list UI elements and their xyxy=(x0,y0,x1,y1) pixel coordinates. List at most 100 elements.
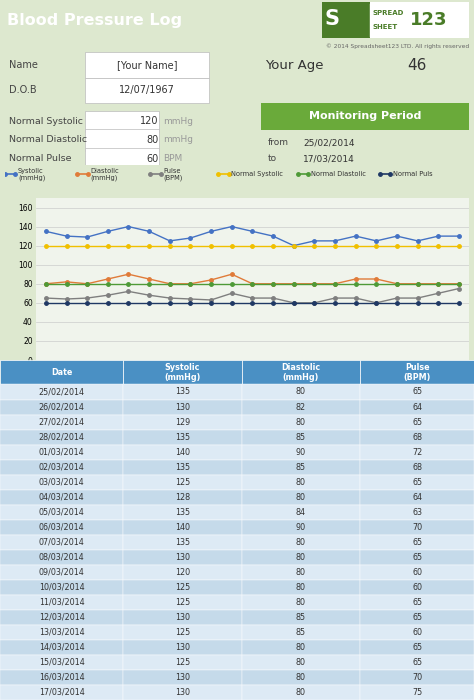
Text: 04/03/2014: 04/03/2014 xyxy=(39,493,84,502)
Bar xyxy=(123,460,242,475)
Text: 12/07/1967: 12/07/1967 xyxy=(119,85,175,95)
Text: to: to xyxy=(268,154,277,163)
Bar xyxy=(123,430,242,444)
Text: 25/02/2014: 25/02/2014 xyxy=(303,138,355,147)
Text: 135: 135 xyxy=(175,433,190,442)
Text: 80: 80 xyxy=(296,688,306,697)
Bar xyxy=(123,535,242,550)
Text: 65: 65 xyxy=(412,417,422,426)
Text: Systolic
(mmHg): Systolic (mmHg) xyxy=(164,363,201,382)
Text: 80: 80 xyxy=(296,538,306,547)
Bar xyxy=(360,414,474,430)
Text: 140: 140 xyxy=(175,447,190,456)
Bar xyxy=(242,430,360,444)
Bar xyxy=(360,685,474,700)
Bar xyxy=(123,580,242,595)
Text: 80: 80 xyxy=(296,643,306,652)
Bar xyxy=(360,565,474,580)
Text: 60: 60 xyxy=(412,628,422,637)
Text: 65: 65 xyxy=(412,643,422,652)
Bar xyxy=(123,550,242,565)
Text: Monitoring Period: Monitoring Period xyxy=(309,111,421,121)
Bar xyxy=(0,360,123,384)
Bar xyxy=(360,640,474,655)
Bar xyxy=(242,685,360,700)
Text: 64: 64 xyxy=(412,402,422,412)
Text: BPM: BPM xyxy=(164,154,183,163)
Text: 140: 140 xyxy=(175,523,190,532)
Text: 82: 82 xyxy=(296,402,306,412)
Bar xyxy=(0,400,123,414)
Bar xyxy=(242,460,360,475)
Bar xyxy=(242,400,360,414)
Text: Normal Systolic: Normal Systolic xyxy=(9,117,82,126)
Text: 07/03/2014: 07/03/2014 xyxy=(39,538,84,547)
Text: mmHg: mmHg xyxy=(164,117,193,126)
Text: Normal Diastolic: Normal Diastolic xyxy=(311,172,366,177)
Text: 80: 80 xyxy=(296,477,306,486)
Text: 65: 65 xyxy=(412,613,422,622)
Text: 85: 85 xyxy=(296,433,306,442)
Text: 80: 80 xyxy=(296,553,306,562)
Text: 01/03/2014: 01/03/2014 xyxy=(39,447,84,456)
Text: 80: 80 xyxy=(296,493,306,502)
Text: 12/03/2014: 12/03/2014 xyxy=(39,613,84,622)
Text: 80: 80 xyxy=(296,583,306,592)
Bar xyxy=(0,535,123,550)
Bar xyxy=(360,505,474,519)
Text: from: from xyxy=(268,138,289,147)
Bar xyxy=(322,2,370,38)
Text: 128: 128 xyxy=(175,493,190,502)
Text: 85: 85 xyxy=(296,463,306,472)
Bar xyxy=(360,550,474,565)
Bar xyxy=(0,625,123,640)
Bar xyxy=(242,490,360,505)
Bar xyxy=(123,685,242,700)
Bar xyxy=(360,460,474,475)
Text: 84: 84 xyxy=(296,508,306,517)
Bar xyxy=(242,360,360,384)
Text: 80: 80 xyxy=(296,598,306,607)
Text: [Your Name]: [Your Name] xyxy=(117,60,177,70)
Bar xyxy=(85,78,209,102)
Text: 10/03/2014: 10/03/2014 xyxy=(39,583,84,592)
Text: 80: 80 xyxy=(296,388,306,396)
Text: Blood Pressure Log: Blood Pressure Log xyxy=(7,13,182,27)
Text: S: S xyxy=(325,9,340,29)
Bar xyxy=(123,444,242,460)
Text: Pulse
(BPM): Pulse (BPM) xyxy=(403,363,431,382)
Text: 26/02/2014: 26/02/2014 xyxy=(39,402,84,412)
Bar xyxy=(123,610,242,625)
Text: Your Age: Your Age xyxy=(265,59,324,71)
Text: 68: 68 xyxy=(412,433,422,442)
Text: 135: 135 xyxy=(175,538,190,547)
Text: 135: 135 xyxy=(175,508,190,517)
Text: 16/03/2014: 16/03/2014 xyxy=(39,673,84,682)
Bar xyxy=(123,519,242,535)
Text: 08/03/2014: 08/03/2014 xyxy=(39,553,84,562)
Bar xyxy=(0,519,123,535)
Bar xyxy=(0,640,123,655)
Text: 63: 63 xyxy=(412,508,422,517)
Bar xyxy=(123,595,242,610)
Text: SPREAD: SPREAD xyxy=(372,10,403,16)
Text: 135: 135 xyxy=(175,388,190,396)
Bar xyxy=(0,460,123,475)
Bar xyxy=(0,565,123,580)
Bar xyxy=(242,640,360,655)
Text: 65: 65 xyxy=(412,658,422,667)
Text: 14/03/2014: 14/03/2014 xyxy=(39,643,84,652)
Text: 80: 80 xyxy=(146,135,159,145)
Bar xyxy=(360,475,474,490)
Text: 70: 70 xyxy=(412,673,422,682)
Bar xyxy=(242,475,360,490)
Text: 85: 85 xyxy=(296,613,306,622)
Text: 06/03/2014: 06/03/2014 xyxy=(39,523,84,532)
Bar xyxy=(360,400,474,414)
Bar xyxy=(0,414,123,430)
Bar xyxy=(242,535,360,550)
Text: Normal Pulse: Normal Pulse xyxy=(9,154,71,163)
Bar xyxy=(123,505,242,519)
Text: Normal Systolic: Normal Systolic xyxy=(231,172,283,177)
Bar xyxy=(123,625,242,640)
